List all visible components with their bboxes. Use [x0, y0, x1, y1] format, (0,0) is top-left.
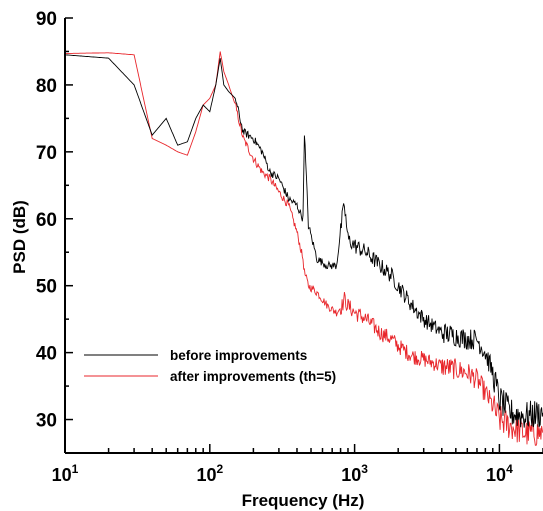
legend-label-after: after improvements (th=5) [170, 369, 336, 384]
x-tick-label: 102 [196, 462, 223, 485]
y-tick-label: 30 [36, 411, 57, 432]
legend-label-before: before improvements [170, 348, 307, 363]
x-tick-label: 104 [486, 462, 513, 485]
legend: before improvements after improvements (… [84, 348, 336, 384]
y-axis-label: PSD (dB) [10, 200, 29, 274]
y-tick-label: 90 [36, 9, 57, 30]
axes: 30 40 50 60 70 80 90 101 102 103 104 [36, 9, 543, 485]
x-axis-label: Frequency (Hz) [242, 491, 365, 510]
plot-area [65, 51, 543, 446]
series-line-after [65, 51, 543, 446]
y-tick-label: 60 [36, 210, 57, 231]
x-tick-label: 101 [52, 462, 79, 485]
y-tick-label: 70 [36, 143, 57, 164]
x-tick-label: 103 [341, 462, 368, 485]
series-line-before [65, 54, 543, 428]
y-tick-label: 50 [36, 277, 57, 298]
y-tick-label: 40 [36, 344, 57, 365]
y-tick-label: 80 [36, 76, 57, 97]
